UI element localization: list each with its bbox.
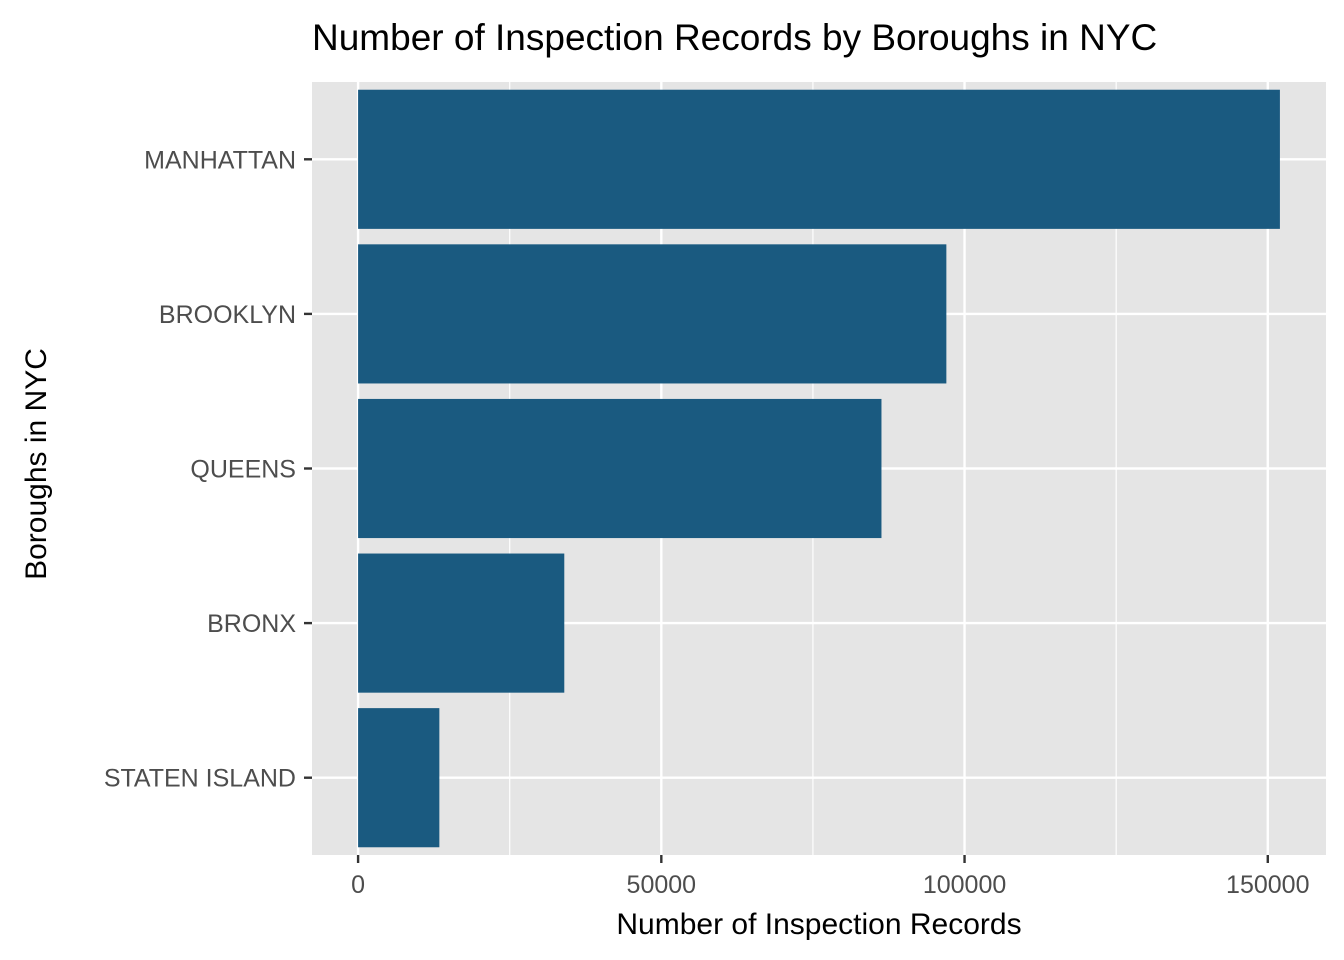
y-tick-label: BROOKLYN: [159, 301, 296, 329]
y-axis: MANHATTAN BROOKLYN QUEENS BRONX STATEN ISLAN…: [104, 146, 312, 793]
bar-manhattan: [358, 89, 1280, 229]
x-axis: 0 50000 100000 150000: [351, 855, 1309, 899]
x-axis-title: Number of Inspection Records: [616, 908, 1021, 941]
y-tick-label: MANHATTAN: [144, 146, 296, 174]
bars: [358, 89, 1280, 848]
bar-brooklyn: [358, 244, 947, 384]
y-tick-label: BRONX: [207, 610, 296, 638]
x-tick-label: 0: [351, 871, 365, 899]
y-tick-label: STATEN ISLAND: [104, 765, 296, 793]
y-tick-label: QUEENS: [190, 456, 296, 484]
bar-bronx: [358, 553, 565, 693]
x-tick-label: 100000: [923, 871, 1006, 899]
y-axis-title: Boroughs in NYC: [20, 348, 53, 580]
bar-staten-island: [358, 708, 440, 848]
chart-title: Number of Inspection Records by Boroughs…: [312, 17, 1157, 58]
bar-queens: [358, 398, 882, 539]
x-tick-label: 150000: [1226, 871, 1309, 899]
x-tick-label: 50000: [627, 871, 697, 899]
